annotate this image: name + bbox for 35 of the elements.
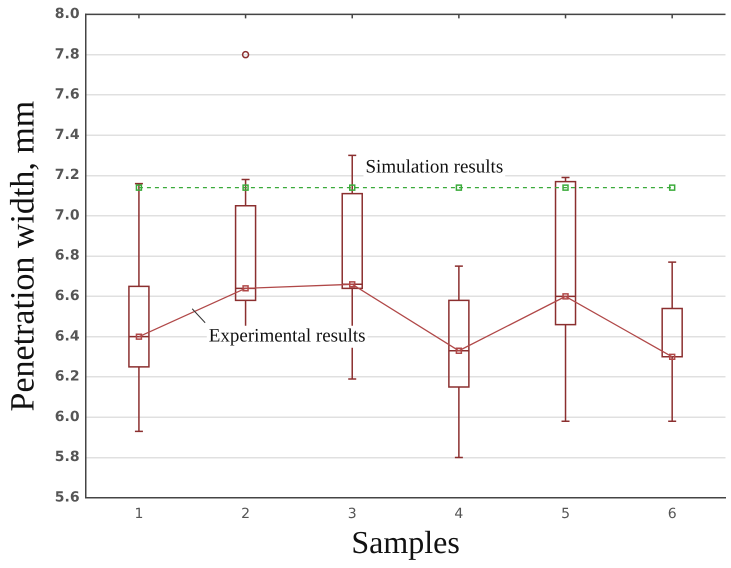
x-tick-label: 6 (668, 506, 677, 522)
y-tick-label: 5.8 (54, 449, 80, 466)
point (136, 184, 142, 191)
point (668, 184, 676, 191)
series-label: Experimental results (208, 326, 366, 347)
y-tick-label: 7.2 (54, 167, 80, 184)
y-tick-label: 6.6 (54, 288, 80, 304)
y-tick-label: 8.0 (54, 6, 80, 22)
y-tick-label: 7.6 (54, 86, 80, 103)
point (456, 348, 462, 354)
y-tick-label: 5.6 (54, 489, 80, 506)
point (242, 285, 249, 292)
point (242, 184, 249, 191)
point (349, 184, 356, 191)
y-tick-label: 7.8 (54, 46, 80, 62)
x-tick-label: 3 (348, 506, 357, 522)
x-tick-label: 2 (241, 506, 250, 522)
point (668, 354, 676, 360)
point (136, 333, 142, 340)
series-label: Simulation results (365, 156, 504, 178)
y-tick-label: 7.0 (54, 207, 80, 224)
y-tick-label: 7.4 (54, 126, 80, 143)
x-tick-label: 1 (134, 506, 144, 522)
point (562, 293, 569, 300)
point (349, 281, 356, 288)
x-tick-label: 4 (454, 506, 464, 522)
x-axis-title: Samples (351, 524, 460, 560)
point (562, 184, 569, 191)
point (456, 184, 462, 191)
y-tick-label: 6.0 (54, 408, 80, 425)
y-tick-label: 6.2 (54, 368, 80, 385)
x-tick-label: 5 (561, 506, 570, 522)
y-tick-label: 6.8 (54, 248, 80, 264)
y-tick-label: 6.4 (54, 328, 80, 344)
y-axis-title: Penetration width, mm (4, 100, 42, 412)
